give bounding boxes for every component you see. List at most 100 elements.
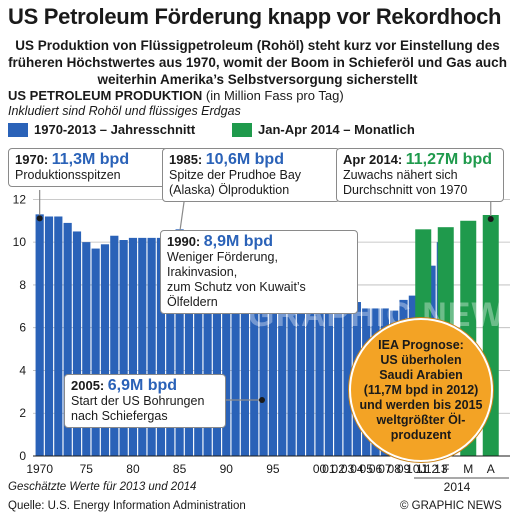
annotation-1970-value: 11,3M bpd — [51, 151, 130, 168]
bar-annual — [44, 216, 54, 456]
iea-forecast-badge: IEA Prognose: US überholen Saudi Arabien… — [349, 318, 493, 462]
credit: © GRAPHIC NEWS — [400, 500, 502, 512]
bar-annual — [72, 231, 82, 456]
x-tick-label: 12 — [425, 462, 439, 476]
annotation-apr-2014: Apr 2014: 11,27M bpd Zuwachs nähert sich… — [336, 148, 504, 202]
bar-annual — [138, 237, 147, 456]
annotation-1990-text-1: Weniger Förderung, Irakinvasion, — [167, 250, 278, 279]
x-tick-label: 10 — [406, 462, 420, 476]
bar-annual — [315, 291, 324, 456]
annotation-1970-year: 1970: — [15, 152, 49, 167]
bar-annual — [156, 237, 166, 456]
bar-annual — [184, 237, 194, 456]
x-tick-label: 06 — [369, 462, 383, 476]
x-tick-label: 01 — [322, 462, 336, 476]
iea-line-5: und werden bis 2015 — [359, 397, 483, 412]
legend-monthly-swatch — [232, 122, 252, 137]
bar-annual — [203, 246, 212, 456]
y-tick-label: 6 — [19, 321, 26, 335]
bar-annual — [222, 265, 231, 456]
x-tick-label: 08 — [388, 462, 402, 476]
bar-annual — [334, 293, 343, 456]
bar-annual — [119, 240, 128, 456]
bar-annual — [268, 278, 278, 456]
legend-annual-label: 1970-2013 – Jahresschnitt — [34, 122, 196, 137]
intro-text: US Produktion von Flüssigpetroleum (Rohö… — [8, 38, 507, 87]
bar-annual — [343, 297, 352, 456]
x-tick-label: 13 — [434, 462, 448, 476]
annotation-1990-value: 8,9M bpd — [203, 233, 274, 250]
iea-line-6: weltgrößter Öl- — [376, 412, 466, 427]
bar-annual — [306, 291, 315, 456]
x-tick-label: 90 — [220, 462, 234, 476]
y-tick-label: 0 — [19, 449, 26, 463]
leader-apr-2014-dot — [487, 215, 494, 222]
x-tick-label: 09 — [397, 462, 411, 476]
bar-annual — [35, 214, 44, 456]
bar-annual — [259, 276, 268, 456]
annotation-apr-2014-value: 11,27M bpd — [405, 151, 492, 168]
annotation-1985-year: 1985: — [169, 152, 203, 167]
x-tick-label: M — [463, 462, 473, 476]
source-note: Quelle: U.S. Energy Information Administ… — [8, 500, 246, 512]
annotation-2005-value: 6,9M bpd — [107, 377, 178, 394]
iea-line-7: produzent — [390, 427, 452, 442]
x-tick-label: 80 — [126, 462, 140, 476]
x-group-label: 2014 — [444, 480, 471, 494]
x-tick-label: 75 — [80, 462, 94, 476]
bar-annual — [287, 278, 296, 456]
annotation-1990: 1990: 8,9M bpd Weniger Förderung, Irakin… — [160, 230, 358, 314]
bar-annual — [240, 265, 250, 456]
y-tick-label: 8 — [19, 278, 26, 292]
y-tick-label: 10 — [13, 235, 27, 249]
y-tick-label: 2 — [19, 406, 26, 420]
bar-annual — [194, 244, 203, 456]
y-tick-label: 4 — [19, 363, 26, 377]
bar-annual — [231, 261, 240, 456]
y-tick-label: 12 — [13, 192, 27, 206]
x-tick-label: 85 — [173, 462, 187, 476]
annotation-1990-year: 1990: — [167, 234, 201, 249]
bar-annual — [100, 244, 110, 456]
x-tick-label: 95 — [266, 462, 280, 476]
bar-annual — [91, 248, 100, 456]
iea-line-1: IEA Prognose: — [378, 337, 464, 352]
x-tick-label: A — [487, 462, 495, 476]
chart-label-bold: US PETROLEUM PRODUKTION — [8, 88, 203, 103]
annotation-1985-text-2: (Alaska) Ölproduktion — [169, 183, 290, 197]
bar-annual — [250, 272, 259, 456]
x-tick-label: 1970 — [26, 462, 53, 476]
x-tick-label: 07 — [378, 462, 392, 476]
legend-monthly: Jan-Apr 2014 – Monatlich — [232, 122, 415, 137]
x-tick-label: 03 — [341, 462, 355, 476]
iea-line-3: Saudi Arabien — [379, 367, 463, 382]
bar-annual — [212, 259, 222, 456]
bar-annual — [296, 284, 306, 456]
x-tick-label: 00 — [313, 462, 327, 476]
annotation-1970-text: Produktionsspitzen — [15, 168, 121, 182]
iea-line-2: US überholen — [380, 352, 462, 367]
annotation-apr-2014-year: Apr 2014: — [343, 152, 403, 167]
legend-monthly-label: Jan-Apr 2014 – Monatlich — [258, 122, 415, 137]
page-title: US Petroleum Förderung knapp vor Rekordh… — [8, 4, 502, 29]
legend-annual: 1970-2013 – Jahresschnitt — [8, 122, 195, 137]
bar-annual — [54, 216, 63, 456]
annotation-2005: 2005: 6,9M bpd Start der US Bohrungen na… — [64, 374, 226, 428]
x-tick-label: 05 — [360, 462, 374, 476]
annotation-apr-2014-text-2: Durchschnitt von 1970 — [343, 183, 468, 197]
annotation-1985-text-1: Spitze der Prudhoe Bay — [169, 168, 302, 182]
annotation-1990-text-2: zum Schutz von Kuwait’s Ölfeldern — [167, 280, 306, 309]
x-tick-label: 11 — [416, 462, 429, 476]
iea-line-4: (11,7M bpd in 2012) — [363, 382, 479, 397]
x-tick-label: 02 — [332, 462, 346, 476]
bar-annual — [175, 229, 184, 456]
legend-annual-swatch — [8, 122, 28, 137]
leader-1970-dot — [36, 215, 43, 222]
bar-annual — [82, 242, 91, 456]
annotation-1985: 1985: 10,6M bpd Spitze der Prudhoe Bay (… — [162, 148, 340, 202]
annotation-2005-year: 2005: — [71, 378, 105, 393]
bar-annual — [166, 231, 175, 456]
bar-annual — [63, 222, 72, 456]
annotation-1970: 1970: 11,3M bpd Produktionsspitzen — [8, 148, 168, 187]
chart-subtitle: Inkludiert sind Rohöl und flüssiges Erdg… — [8, 104, 241, 118]
